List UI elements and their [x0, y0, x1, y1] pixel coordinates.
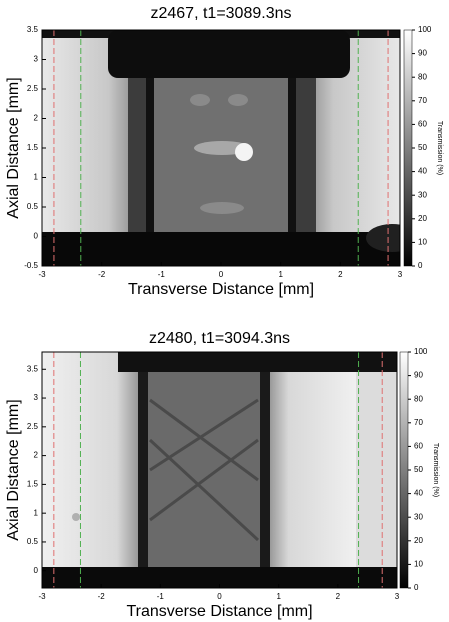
colorbar-tick-label: 40	[418, 167, 427, 176]
colorbar-label: Transmission (%)	[436, 121, 443, 175]
colorbar-tick-label: 50	[414, 465, 423, 474]
colorbar-tick-label: 20	[418, 214, 427, 223]
radiograph-image	[42, 30, 400, 266]
x-tick-label: 2	[336, 592, 341, 601]
x-tick-label: -2	[98, 592, 106, 601]
x-tick-label: -1	[158, 270, 166, 279]
x-tick-label: 0	[217, 592, 222, 601]
colorbar	[399, 351, 409, 589]
x-tick-label: 0	[219, 270, 224, 279]
colorbar	[403, 29, 413, 267]
y-tick-label: 0.5	[27, 537, 39, 546]
y-tick-label: 3	[34, 393, 39, 402]
colorbar-tick-label: 30	[414, 512, 423, 521]
y-tick-label: 2	[34, 114, 39, 123]
x-tick-label: 3	[395, 592, 400, 601]
colorbar-tick-label: 0	[414, 583, 419, 592]
x-tick-label: 2	[338, 270, 343, 279]
colorbar-tick-label: 80	[418, 72, 427, 81]
x-tick-label: 1	[276, 592, 281, 601]
y-tick-label: 0	[34, 232, 39, 241]
colorbar-tick-label: 20	[414, 536, 423, 545]
colorbar-tick-label: 60	[414, 442, 423, 451]
colorbar-tick-label: 90	[418, 49, 427, 58]
y-tick-label: 3	[34, 55, 39, 64]
colorbar-tick-label: 70	[414, 418, 423, 427]
x-tick-label: 3	[398, 270, 403, 279]
x-tick-label: -1	[157, 592, 165, 601]
y-tick-label: 0.5	[27, 202, 39, 211]
radiograph-image	[42, 352, 397, 588]
y-axis-label: Axial Distance [mm]	[5, 399, 22, 540]
colorbar-label: Transmission (%)	[432, 443, 439, 497]
y-tick-label: 1.5	[27, 479, 39, 488]
colorbar-tick-label: 50	[418, 143, 427, 152]
y-axis-label: Axial Distance [mm]	[5, 77, 22, 218]
colorbar-tick-label: 60	[418, 120, 427, 129]
x-axis-label: Transverse Distance [mm]	[128, 281, 314, 298]
x-axis-label: Transverse Distance [mm]	[126, 603, 312, 620]
colorbar-tick-label: 80	[414, 394, 423, 403]
colorbar-tick-label: 100	[414, 347, 428, 356]
x-tick-label: -3	[38, 270, 46, 279]
y-tick-label: 1.5	[27, 143, 39, 152]
colorbar-tick-label: 10	[414, 560, 423, 569]
x-tick-label: -3	[38, 592, 46, 601]
y-tick-label: 2.5	[27, 422, 39, 431]
colorbar-tick-label: 90	[414, 371, 423, 380]
y-tick-label: 2	[34, 451, 39, 460]
y-tick-label: 1	[34, 173, 39, 182]
y-tick-label: 3.5	[27, 25, 39, 34]
colorbar-tick-label: 100	[418, 25, 432, 34]
y-tick-label: 1	[34, 508, 39, 517]
colorbar-tick-label: 40	[414, 489, 423, 498]
chart-title: z2467, t1=3089.3ns	[150, 5, 291, 22]
y-tick-label: 2.5	[27, 84, 39, 93]
y-tick-label: 0	[34, 566, 39, 575]
y-tick-label: 3.5	[27, 364, 39, 373]
colorbar-tick-label: 70	[418, 96, 427, 105]
x-tick-label: 1	[278, 270, 283, 279]
x-tick-label: -2	[98, 270, 106, 279]
colorbar-tick-label: 0	[418, 261, 423, 270]
colorbar-tick-label: 10	[418, 238, 427, 247]
y-tick-label: -0.5	[24, 261, 38, 270]
chart-title: z2480, t1=3094.3ns	[149, 330, 290, 347]
colorbar-tick-label: 30	[418, 190, 427, 199]
